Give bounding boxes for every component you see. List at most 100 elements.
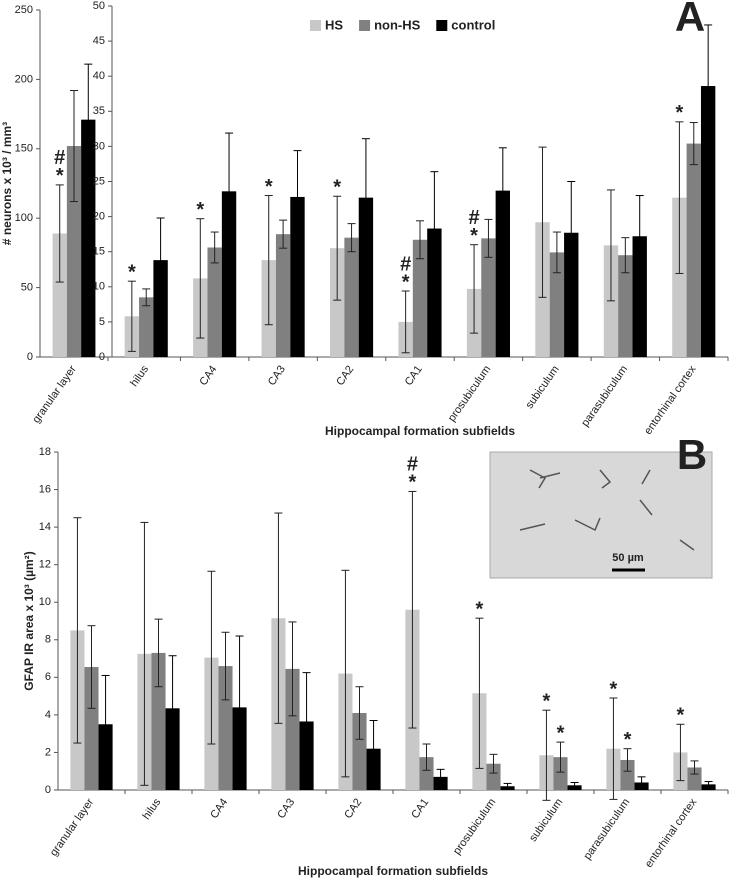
bar <box>481 238 496 357</box>
x-tick-label: CA2 <box>334 364 356 388</box>
bar <box>486 763 501 790</box>
bar <box>344 237 359 357</box>
x-tick-label: CA3 <box>266 364 288 388</box>
bar <box>84 667 99 790</box>
legend-label: non-HS <box>374 17 421 32</box>
x-tick-label: CA1 <box>403 364 425 388</box>
bar <box>218 666 233 790</box>
significance-mark: * <box>676 102 684 124</box>
y-tick-label: 50 <box>21 282 33 294</box>
bar <box>687 767 702 790</box>
y-tick-label: 15 <box>93 246 105 258</box>
x-tick-label: parasubiculum <box>581 797 632 862</box>
inset-micrograph <box>489 451 713 579</box>
y-tick-label: 0 <box>27 351 33 363</box>
y-tick-label: 16 <box>39 483 51 495</box>
significance-mark: * <box>624 729 632 751</box>
x-tick-label: hilus <box>141 796 164 822</box>
x-tick-label: subiculum <box>527 797 565 844</box>
significance-mark: * <box>409 472 417 494</box>
bar <box>632 236 647 357</box>
y-tick-label: 5 <box>99 316 105 328</box>
bar <box>52 233 67 357</box>
significance-mark: * <box>333 177 341 199</box>
y-axis-label: GFAP IR area x 10³ (µm²) <box>22 551 36 690</box>
x-tick-label: entorhinal cortex <box>642 363 699 437</box>
significance-mark: * <box>610 678 618 700</box>
y-tick-label: 20 <box>93 211 105 223</box>
panel-label: B <box>677 431 707 478</box>
bar <box>553 757 568 790</box>
significance-mark: * <box>557 722 565 744</box>
bar <box>427 228 442 357</box>
y-tick-label: 4 <box>45 709 51 721</box>
y-tick-label: 150 <box>15 143 33 155</box>
bar <box>290 196 305 357</box>
x-axis-label: Hippocampal formation subfields <box>325 424 515 438</box>
bar <box>620 759 635 790</box>
bar <box>672 197 687 357</box>
legend-label: HS <box>325 17 343 32</box>
significance-mark: * <box>470 225 478 247</box>
y-tick-label: 50 <box>93 0 105 12</box>
bar <box>285 668 300 790</box>
legend-swatch <box>359 20 371 31</box>
bar <box>564 232 579 357</box>
y-tick-label: 250 <box>15 4 33 16</box>
y-tick-label: 45 <box>93 35 105 47</box>
y-tick-label: 10 <box>93 281 105 293</box>
legend-label: control <box>451 17 495 32</box>
bar <box>549 252 565 357</box>
x-axis-label: Hippocampal formation subfields <box>298 864 488 878</box>
bar <box>66 146 82 357</box>
legend-swatch <box>310 20 321 31</box>
y-tick-label: 100 <box>15 212 33 224</box>
y-tick-label: 18 <box>39 446 51 458</box>
y-tick-label: 0 <box>45 784 51 796</box>
y-tick-label: 35 <box>93 105 105 117</box>
bar <box>275 234 291 357</box>
x-tick-label: entorhinal cortex <box>643 796 700 870</box>
bar <box>352 713 367 790</box>
x-tick-label: CA3 <box>275 797 297 821</box>
y-tick-label: 0 <box>99 351 105 363</box>
y-axis-label: # neurons x 10³ / mm³ <box>0 122 14 245</box>
x-tick-label: prosubiculum <box>446 364 493 424</box>
x-tick-label: CA4 <box>208 797 230 821</box>
x-tick-label: subiculum <box>523 364 561 411</box>
x-tick-label: CA2 <box>342 797 364 821</box>
y-tick-label: 8 <box>45 634 51 646</box>
bar <box>618 255 633 357</box>
bar <box>495 190 511 357</box>
bar <box>207 247 222 357</box>
significance-mark: * <box>265 176 273 198</box>
panel-label: A <box>675 0 705 40</box>
x-tick-label: parasubiculum <box>579 364 630 429</box>
y-tick-label: 200 <box>15 73 33 85</box>
scale-label: 50 µm <box>612 552 644 564</box>
legend-swatch <box>436 20 448 31</box>
significance-mark: # <box>407 454 418 476</box>
significance-mark: * <box>56 165 64 187</box>
bar <box>700 86 716 357</box>
bar <box>329 248 345 357</box>
bar <box>81 119 96 357</box>
y-tick-label: 14 <box>39 521 51 533</box>
inset-image <box>489 451 713 579</box>
bar <box>358 197 374 357</box>
bar <box>153 260 168 357</box>
bar <box>412 239 428 357</box>
x-tick-label: CA4 <box>197 364 219 388</box>
significance-mark: # <box>54 147 65 169</box>
significance-mark: # <box>469 207 480 229</box>
significance-mark: * <box>402 271 410 293</box>
y-tick-label: 10 <box>39 596 51 608</box>
significance-mark: * <box>543 690 551 712</box>
significance-mark: * <box>128 261 136 283</box>
y-tick-label: 6 <box>45 671 51 683</box>
x-tick-label: hilus <box>128 363 151 389</box>
significance-mark: * <box>196 199 204 221</box>
bar <box>221 191 237 357</box>
x-tick-label: prosubiculum <box>451 797 498 857</box>
